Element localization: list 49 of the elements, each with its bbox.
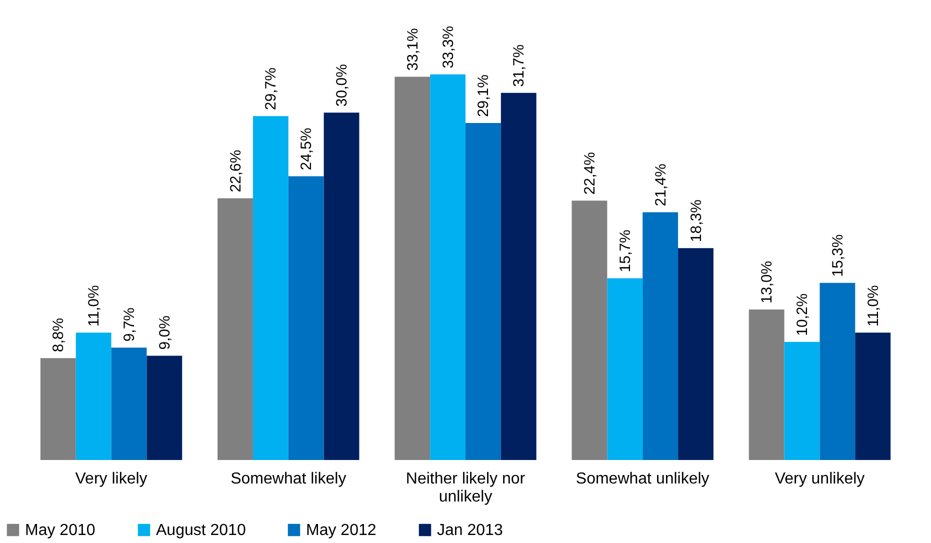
x-tick-label: Somewhat unlikely	[576, 470, 710, 488]
bar	[784, 342, 820, 460]
data-label: 11,0%	[864, 285, 882, 327]
data-label: 10,2%	[794, 293, 812, 336]
data-label: 22,4%	[581, 152, 598, 195]
data-label: 18,3%	[688, 200, 705, 242]
data-label: 33,3%	[440, 26, 457, 68]
data-label: 11,0%	[86, 285, 103, 327]
x-tick-label: Neither likely nor unlikely	[406, 470, 526, 506]
x-tick-label: Very unlikely	[774, 470, 865, 488]
data-label: 9,7%	[120, 307, 138, 342]
data-label: 30,0%	[334, 64, 351, 107]
bar	[820, 282, 856, 460]
data-label: 9,0%	[156, 316, 174, 350]
data-label: 29,7%	[262, 68, 280, 110]
data-label: 15,7%	[616, 230, 634, 272]
bar	[40, 358, 76, 460]
data-label: 22,6%	[227, 150, 244, 192]
data-label: 24,5%	[298, 128, 316, 170]
bar	[394, 76, 430, 460]
legend-label: May 2010	[25, 522, 96, 539]
bar	[111, 348, 147, 460]
bar	[855, 332, 891, 460]
x-tick-label: Very likely	[75, 470, 148, 488]
bar	[500, 92, 536, 460]
data-label: 33,1%	[404, 28, 422, 71]
data-label: 15,3%	[829, 234, 846, 277]
bar	[430, 74, 466, 460]
legend-label: Jan 2013	[437, 522, 503, 539]
bar	[76, 332, 112, 460]
data-label: 8,8%	[50, 318, 68, 352]
data-label: 13,0%	[758, 260, 776, 304]
bar	[324, 112, 360, 460]
bar	[678, 248, 714, 460]
legend-label: August 2010	[156, 522, 246, 539]
data-label: 31,7%	[510, 44, 528, 87]
legend-label: May 2012	[306, 522, 376, 539]
bar	[252, 116, 288, 460]
data-label: 21,4%	[652, 164, 670, 206]
bar	[642, 212, 678, 460]
bar	[218, 198, 253, 460]
bar	[748, 309, 784, 460]
bar	[288, 176, 324, 460]
bar	[607, 278, 643, 460]
bar	[466, 123, 501, 460]
bar	[572, 200, 608, 460]
bar	[146, 356, 182, 460]
data-label: 29,1%	[475, 74, 492, 118]
x-tick-label: Somewhat likely	[230, 470, 346, 488]
